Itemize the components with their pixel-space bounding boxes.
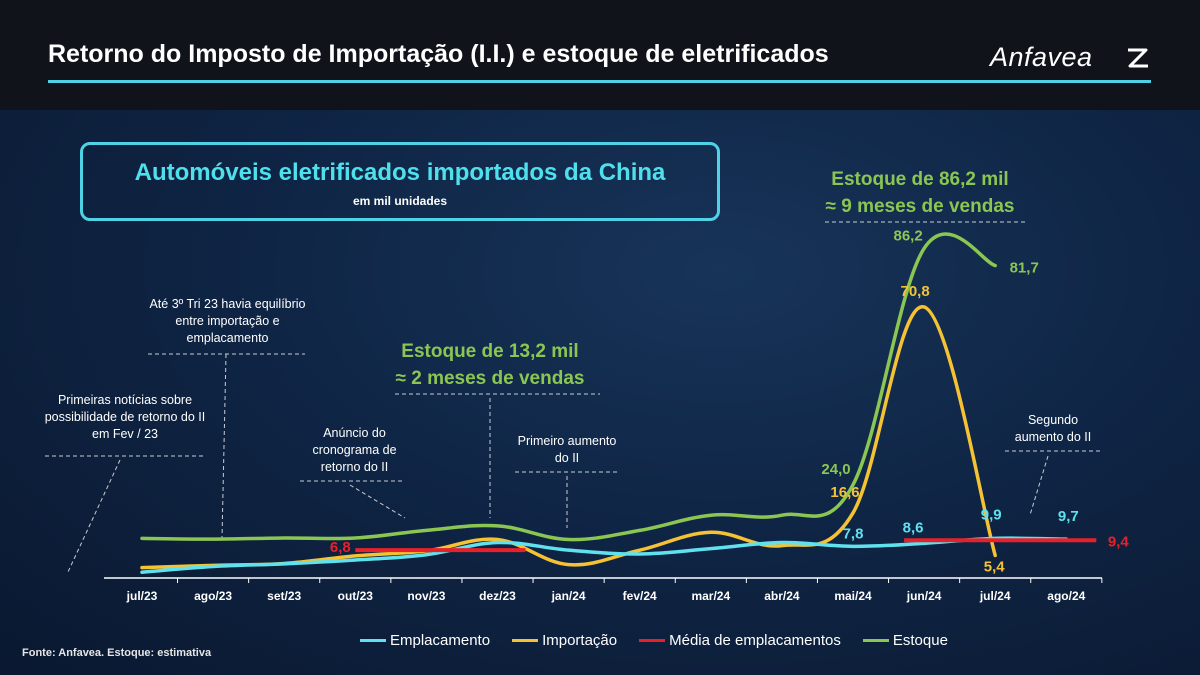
chart-legend: Emplacamento Importação Média de emplaca…: [360, 632, 948, 649]
x-tick-label: mai/24: [834, 589, 872, 603]
legend-swatch-importacao: [512, 639, 539, 642]
legend-label-media: Média de emplacamentos: [669, 632, 841, 649]
x-tick-label: abr/24: [764, 589, 800, 603]
x-tick-label: fev/24: [623, 589, 657, 603]
callout-segundo: Segundo aumento do II: [1014, 413, 1092, 444]
annotation-lines: [45, 221, 1103, 573]
chart-unit: em mil unidades: [352, 194, 448, 208]
x-tick-label: out/23: [338, 589, 374, 603]
chart-title-box: Automóveis eletrificados importados da C…: [80, 142, 720, 221]
x-tick-label: jan/24: [551, 589, 586, 603]
legend-swatch-estoque: [862, 639, 889, 642]
series-line-emplacamento: [140, 536, 1069, 574]
data-label: 81,7: [1010, 260, 1039, 277]
data-label: 70,8: [900, 283, 929, 300]
annotation-line-segundo-pointer: [1029, 455, 1049, 516]
data-label: 5,4: [984, 558, 1006, 575]
data-labels: 7,8 8,6 9,9 9,7 16,6 70,8 5,4 24,0 86,2 81,7 6,8 9,…: [330, 227, 1130, 575]
chart-title: Automóveis eletrificados importados da C…: [134, 159, 666, 186]
anfavea-logo-icon: [1128, 48, 1148, 68]
x-tick-label: nov/23: [407, 589, 445, 603]
callout-equilibrio: Até 3º Tri 23 havia equilíbrio entre imp…: [149, 297, 306, 345]
estoque-dez23-line2: ≈ 2 meses de vendas: [395, 368, 585, 389]
callout-estoque-jun24: Estoque de 86,2 mil ≈ 9 meses de vendas: [810, 166, 1030, 220]
data-label: 7,8: [843, 525, 864, 542]
legend-swatch-media: [639, 639, 666, 642]
callout-anuncio: Anúncio do cronograma de retorno do II: [312, 426, 397, 474]
legend-item-estoque: Estoque: [862, 632, 948, 649]
callout-primeiro: Primeiro aumento do II: [517, 434, 617, 465]
estoque-jun24-line1: Estoque de 86,2 mil: [831, 169, 1009, 190]
annotation-line-noticias-pointer: [67, 459, 121, 573]
series-lines: [140, 232, 1097, 574]
annotation-line-anuncio-pointer: [349, 484, 406, 519]
series-line-estoque: [140, 232, 997, 542]
legend-label-emplacamento: Emplacamento: [390, 632, 491, 649]
title-underline: [48, 80, 1151, 83]
x-axis: jul/23 ago/23 set/23 out/23 nov/23 dez/23 jan/…: [104, 577, 1103, 603]
legend-item-emplacamento: Emplacamento: [360, 632, 490, 649]
x-tick-label: set/23: [267, 589, 301, 603]
data-label: 9,7: [1058, 508, 1079, 525]
data-label: 9,4: [1108, 533, 1130, 550]
legend-item-importacao: Importação: [512, 632, 617, 649]
callout-noticias: Primeiras notícias sobre possibilidade d…: [44, 393, 206, 441]
x-tick-label: ago/24: [1047, 589, 1085, 603]
source-note: Fonte: Anfavea. Estoque: estimativa: [22, 647, 212, 659]
x-tick-label: jun/24: [906, 589, 942, 603]
data-label: 6,8: [330, 539, 351, 556]
x-tick-label: ago/23: [194, 589, 232, 603]
estoque-dez23-line1: Estoque de 13,2 mil: [401, 341, 579, 362]
page-title: Retorno do Imposto de Importação (I.I.) …: [48, 40, 829, 68]
x-tick-label: jul/24: [979, 589, 1011, 603]
data-label: 86,2: [893, 227, 922, 244]
x-tick-label: dez/23: [479, 589, 516, 603]
annotation-line-equilibrio-pointer: [221, 353, 227, 539]
data-label: 24,0: [821, 461, 850, 478]
legend-swatch-emplacamento: [360, 639, 386, 642]
legend-item-media: Média de emplacamentos: [639, 632, 841, 649]
header-bar: Retorno do Imposto de Importação (I.I.) …: [0, 0, 1200, 110]
data-label: 16,6: [830, 484, 859, 501]
data-label: 9,9: [981, 506, 1002, 523]
legend-label-estoque: Estoque: [892, 632, 948, 649]
x-tick-label: jul/23: [126, 589, 158, 603]
x-tick-label: mar/24: [691, 589, 730, 603]
data-label: 8,6: [903, 519, 924, 536]
anfavea-logo: Anfavea: [990, 42, 1093, 72]
legend-label-importacao: Importação: [542, 632, 618, 649]
estoque-jun24-line2: ≈ 9 meses de vendas: [825, 196, 1015, 217]
callout-estoque-dez23: Estoque de 13,2 mil ≈ 2 meses de vendas: [380, 338, 600, 392]
